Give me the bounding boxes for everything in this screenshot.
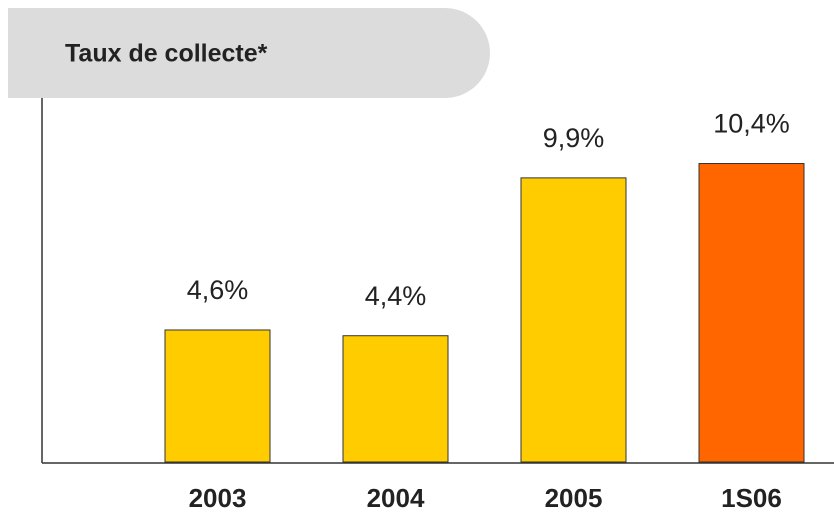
title-pill — [8, 8, 490, 98]
bar — [342, 335, 449, 463]
chart-title: Taux de collecte* — [65, 40, 268, 68]
value-label: 4,4% — [365, 281, 427, 311]
x-tick-label: 2003 — [189, 483, 247, 513]
x-tick-label: 1S06 — [721, 483, 782, 513]
bar — [520, 177, 627, 463]
bar — [698, 163, 805, 463]
x-tick-label: 2004 — [367, 483, 425, 513]
value-label: 10,4% — [713, 109, 790, 139]
x-tick-label: 2005 — [545, 483, 603, 513]
value-label: 9,9% — [543, 123, 605, 153]
value-label: 4,6% — [187, 275, 249, 305]
bar — [164, 329, 271, 463]
